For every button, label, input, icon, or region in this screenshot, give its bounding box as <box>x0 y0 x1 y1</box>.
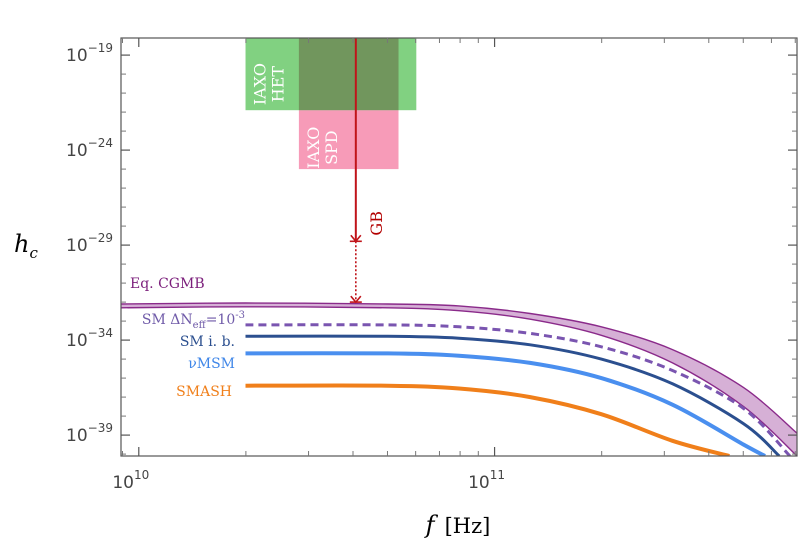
region-iaxo-spd <box>298 110 399 170</box>
annotation-sub: eff <box>193 320 207 331</box>
y-tick-label: 10−39 <box>66 421 113 446</box>
x-tick-base: 10 <box>112 473 134 493</box>
y-tick-exp: −29 <box>88 231 113 245</box>
band-eq-cgmb-lower <box>121 306 797 456</box>
annotation-sup: -3 <box>235 310 245 321</box>
x-tick-exp: 10 <box>134 468 149 482</box>
x-axis-title: f [Hz] <box>424 511 491 539</box>
annotation-main: SM i. b. <box>180 334 235 350</box>
y-tick-base: 10 <box>66 426 88 446</box>
region-overlap <box>298 38 399 111</box>
x-tick-exp: 11 <box>490 468 505 482</box>
band-eq-cgmb-fill <box>121 303 797 456</box>
gb-label: GB <box>367 211 386 236</box>
x-tick-label: 1010 <box>112 468 149 493</box>
region-label-line2: SPD <box>322 130 341 165</box>
y-tick-base: 10 <box>66 331 88 351</box>
y-tick-base: 10 <box>66 46 88 66</box>
annotation-4: SMASH <box>176 384 232 400</box>
series--msm <box>245 351 766 456</box>
region-label-line1: IAXO <box>251 63 270 105</box>
plot-frame <box>120 37 798 457</box>
y-tick-base: 10 <box>66 141 88 161</box>
series-sm-neff-10 <box>245 323 791 456</box>
band-eq-cgmb-upper <box>121 302 797 434</box>
y-tick-label: 10−19 <box>66 41 113 66</box>
x-tick-base: 10 <box>468 473 490 493</box>
y-tick-label: 10−29 <box>66 231 113 256</box>
annotation-3: νMSM <box>188 356 235 372</box>
x-tick-label: 1011 <box>468 468 505 493</box>
annotation-1: SM ΔNeff=10-3 <box>142 310 245 331</box>
y-tick-exp: −19 <box>88 41 113 55</box>
annotation-0: Eq. CGMB <box>130 276 205 292</box>
y-tick-label: 10−34 <box>66 326 113 351</box>
x-axis-unit: [Hz] <box>445 514 491 538</box>
y-tick-exp: −24 <box>88 136 113 150</box>
y-axis-symbol: h <box>14 230 29 258</box>
region-label-line2: HET <box>269 66 288 103</box>
y-axis-subscript: c <box>29 244 38 262</box>
series-smash <box>245 383 730 456</box>
annotation-2: SM i. b. <box>180 334 235 350</box>
region-label-iaxo-spd: IAXOSPD <box>304 127 341 169</box>
region-label-iaxo-het: IAXOHET <box>251 63 288 105</box>
series-sm-i-b <box>245 334 781 456</box>
annotation-main: SMASH <box>176 384 232 400</box>
y-tick-exp: −34 <box>88 326 113 340</box>
annotation-main: SM ΔN <box>142 312 193 328</box>
annotation-main: νMSM <box>188 356 235 372</box>
region-label-line1: IAXO <box>304 127 323 169</box>
plot-area <box>121 38 797 456</box>
y-tick-base: 10 <box>66 236 88 256</box>
y-axis-title: hc <box>14 230 38 262</box>
y-tick-exp: −39 <box>88 421 113 435</box>
y-tick-label: 10−24 <box>66 136 113 161</box>
x-axis-symbol: f <box>424 511 439 539</box>
annotation-tail: =10 <box>206 312 236 328</box>
annotation-main: Eq. CGMB <box>130 276 205 292</box>
